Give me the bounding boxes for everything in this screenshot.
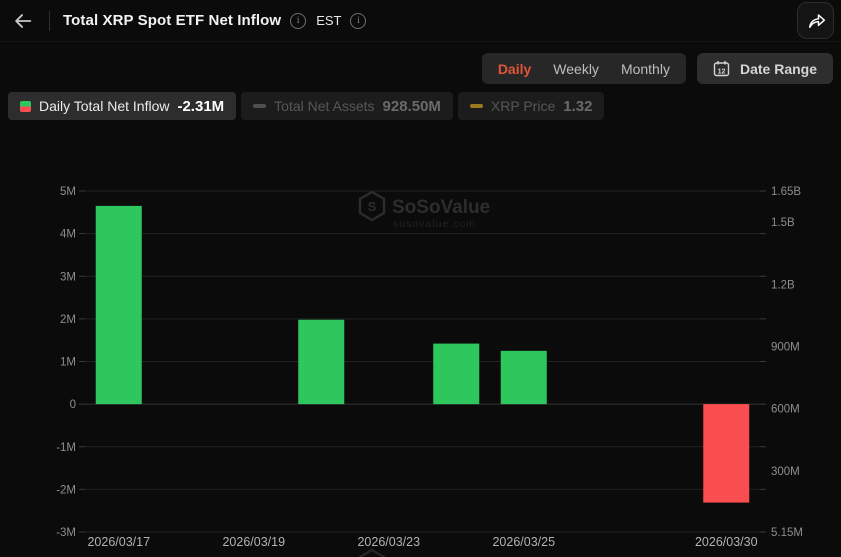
legend-label: Daily Total Net Inflow bbox=[39, 98, 170, 114]
bar-2026/03/24[interactable] bbox=[433, 343, 480, 405]
arrow-left-icon bbox=[15, 13, 32, 28]
y-axis-label-right: 1.5B bbox=[771, 217, 795, 229]
sosovalue-logo-icon bbox=[358, 190, 386, 222]
watermark-name: SoSoValue bbox=[392, 197, 490, 218]
svg-text:12: 12 bbox=[718, 69, 726, 76]
y-axis-label-right: 600M bbox=[771, 404, 800, 416]
date-range-label: Date Range bbox=[739, 60, 817, 77]
y-axis-label-left: 4M bbox=[60, 229, 76, 241]
bar-2026/03/20[interactable] bbox=[298, 319, 345, 405]
date-range-button[interactable]: 12 Date Range bbox=[696, 53, 833, 84]
title-info-icon[interactable] bbox=[290, 12, 307, 29]
y-axis-label-left: -3M bbox=[56, 527, 76, 539]
y-axis-label-left: 1M bbox=[60, 357, 76, 369]
y-axis-label-right: 300M bbox=[771, 466, 800, 478]
period-tabs: Daily Weekly Monthly bbox=[481, 53, 686, 84]
legend-item-xrp-price[interactable]: XRP Price 1.32 bbox=[457, 92, 605, 120]
y-axis-label-left: 2M bbox=[60, 314, 76, 326]
bar-2026/03/30[interactable] bbox=[703, 404, 750, 503]
watermark-logo-letter: S bbox=[368, 199, 377, 214]
y-axis-label-right: 900M bbox=[771, 341, 800, 353]
tab-daily[interactable]: Daily bbox=[487, 53, 542, 84]
share-button[interactable] bbox=[797, 2, 834, 39]
legend-value: 928.50M bbox=[382, 97, 441, 115]
y-axis-label-left: 5M bbox=[60, 186, 76, 198]
inflow-outflow-square-icon bbox=[20, 100, 31, 112]
watermark-domain: sosovalue.com bbox=[393, 218, 476, 230]
legend-item-daily-total-net-inflow[interactable]: Daily Total Net Inflow -2.31M bbox=[8, 92, 237, 120]
y-axis-label-right: 1.2B bbox=[771, 279, 795, 291]
legend-label: XRP Price bbox=[490, 98, 556, 114]
net-inflow-bar-chart[interactable]: S SoSoValue sosovalue.com 5M 4M 3M 2M 1M 0 -1M… bbox=[0, 150, 841, 557]
share-icon bbox=[808, 13, 825, 28]
tab-weekly[interactable]: Weekly bbox=[542, 53, 610, 84]
legend-item-total-net-assets[interactable]: Total Net Assets 928.50M bbox=[241, 92, 453, 120]
header: Total XRP Spot ETF Net Inflow EST bbox=[0, 0, 841, 42]
x-axis-label: 2026/03/19 bbox=[222, 535, 285, 549]
tab-monthly[interactable]: Monthly bbox=[610, 53, 681, 84]
y-axis-label-left: -2M bbox=[56, 484, 76, 496]
bar-2026/03/25[interactable] bbox=[500, 350, 547, 405]
y-axis-label-left: 3M bbox=[60, 271, 76, 283]
chart-controls: Daily Weekly Monthly 12 Date Range bbox=[481, 53, 833, 84]
x-axis-label: 2026/03/25 bbox=[492, 535, 555, 549]
back-button[interactable] bbox=[10, 8, 36, 34]
x-axis-label: 2026/03/30 bbox=[695, 535, 758, 549]
timezone-label: EST bbox=[316, 13, 342, 28]
page-title: Total XRP Spot ETF Net Inflow bbox=[63, 12, 282, 29]
y-axis-label-left: -1M bbox=[56, 442, 76, 454]
x-axis-label: 2026/03/17 bbox=[87, 535, 150, 549]
timezone-info-icon[interactable] bbox=[350, 12, 367, 29]
calendar-icon: 12 bbox=[713, 61, 730, 77]
legend-value: -2.31M bbox=[177, 97, 225, 115]
watermark: S SoSoValue sosovalue.com bbox=[358, 190, 490, 230]
legend-value: 1.32 bbox=[563, 97, 593, 115]
bar-2026/03/17[interactable] bbox=[95, 205, 142, 405]
xrp-price-dash-icon bbox=[469, 104, 483, 108]
x-axis-label: 2026/03/23 bbox=[357, 535, 420, 549]
y-axis-label-right: 5.15M bbox=[771, 527, 803, 539]
y-axis-label-right: 1.65B bbox=[771, 186, 801, 198]
header-divider bbox=[49, 10, 50, 31]
legend-label: Total Net Assets bbox=[274, 98, 375, 114]
net-assets-dash-icon bbox=[253, 104, 267, 108]
legend: Daily Total Net Inflow -2.31M Total Net … bbox=[8, 92, 605, 120]
watermark-bottom-clipped bbox=[358, 548, 492, 557]
y-axis-label-left: 0 bbox=[70, 399, 76, 411]
